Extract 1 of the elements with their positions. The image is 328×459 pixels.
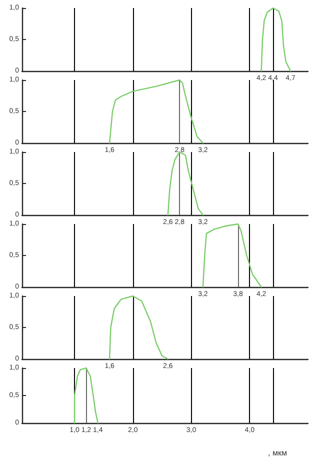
- x-axis-title: , мкм: [268, 448, 287, 458]
